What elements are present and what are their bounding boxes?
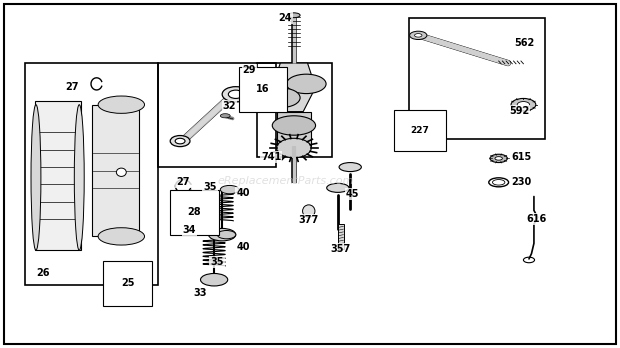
Ellipse shape [217,230,236,239]
Ellipse shape [517,102,529,108]
Text: 562: 562 [514,38,534,48]
Ellipse shape [286,74,326,94]
Ellipse shape [303,205,315,218]
Ellipse shape [222,87,249,102]
Polygon shape [277,112,311,146]
Ellipse shape [208,228,236,241]
Ellipse shape [511,98,536,111]
Ellipse shape [117,168,126,176]
Ellipse shape [220,114,230,118]
Ellipse shape [220,185,239,194]
Bar [409,18,545,139]
Text: 27: 27 [177,177,190,187]
Text: 32: 32 [223,101,236,111]
Ellipse shape [272,116,316,135]
Ellipse shape [490,154,507,163]
Ellipse shape [170,135,190,147]
Ellipse shape [175,138,185,144]
Bar [159,63,276,167]
Text: 25: 25 [121,278,135,288]
Text: 616: 616 [526,214,547,224]
Text: 33: 33 [194,287,207,298]
Text: 26: 26 [36,268,50,278]
Text: 34: 34 [183,226,196,236]
Bar [338,224,344,248]
Ellipse shape [31,105,41,250]
Text: 615: 615 [512,152,532,163]
Text: 377: 377 [299,215,319,225]
Ellipse shape [410,31,427,40]
Text: eReplacementParts.com: eReplacementParts.com [217,176,353,186]
Polygon shape [272,63,316,112]
Text: 741: 741 [261,152,281,162]
Text: 40: 40 [236,188,250,198]
Bar [35,101,81,250]
Ellipse shape [200,274,228,286]
Ellipse shape [288,13,300,18]
Text: 29: 29 [242,65,256,75]
Text: 40: 40 [236,243,250,253]
Text: 592: 592 [509,105,529,116]
Text: 28: 28 [187,207,201,217]
Ellipse shape [263,88,300,108]
Circle shape [277,138,311,158]
Ellipse shape [327,183,349,192]
Text: 35: 35 [203,182,216,192]
Text: 227: 227 [410,126,430,135]
Ellipse shape [339,163,361,172]
Text: 27: 27 [65,82,79,92]
Text: 16: 16 [256,84,270,94]
Text: 45: 45 [346,189,360,199]
Ellipse shape [98,96,144,113]
Bar [257,63,332,157]
Ellipse shape [495,157,502,160]
Text: 35: 35 [210,257,224,267]
Ellipse shape [74,105,84,250]
Ellipse shape [228,90,243,98]
Text: 24: 24 [278,13,292,23]
Bar [25,63,159,285]
Ellipse shape [98,228,144,245]
Text: 230: 230 [512,177,532,187]
Text: 357: 357 [330,244,350,254]
Bar [92,105,139,236]
Ellipse shape [415,34,422,37]
